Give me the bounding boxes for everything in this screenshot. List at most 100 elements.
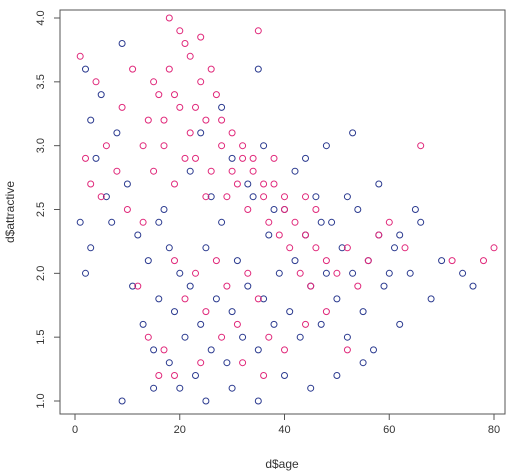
data-point xyxy=(171,91,178,99)
data-point xyxy=(281,372,288,379)
data-point xyxy=(87,180,95,188)
data-point xyxy=(87,116,95,124)
data-point xyxy=(102,193,110,201)
x-tick-label: 0 xyxy=(72,424,78,436)
y-tick-label: 2.5 xyxy=(35,202,47,217)
data-point xyxy=(176,103,184,111)
data-point xyxy=(275,269,283,277)
data-point xyxy=(102,142,110,150)
data-point xyxy=(165,359,173,367)
data-point xyxy=(155,295,163,303)
x-axis: 0 20 40 60 80 xyxy=(72,414,500,436)
data-point xyxy=(281,206,288,213)
data-point xyxy=(144,257,152,265)
data-point xyxy=(228,129,236,137)
data-point xyxy=(218,142,226,150)
data-point xyxy=(254,65,262,73)
data-point xyxy=(139,142,147,150)
data-point xyxy=(212,295,220,303)
data-point xyxy=(249,193,257,201)
data-point xyxy=(354,282,362,290)
data-point xyxy=(155,372,163,379)
data-point xyxy=(233,257,241,265)
data-point xyxy=(171,308,178,316)
data-point xyxy=(260,180,268,188)
data-point xyxy=(181,333,189,341)
data-point xyxy=(265,218,273,226)
data-point xyxy=(270,206,278,213)
data-point xyxy=(123,206,131,213)
data-point xyxy=(134,231,142,239)
data-point xyxy=(239,359,247,367)
data-point xyxy=(197,33,205,41)
x-axis-label: d$age xyxy=(265,457,299,471)
data-point xyxy=(129,65,137,73)
data-point xyxy=(349,269,357,277)
data-point xyxy=(244,180,252,188)
data-point xyxy=(186,129,194,137)
data-point xyxy=(150,78,158,86)
data-point xyxy=(385,218,393,226)
data-point xyxy=(291,257,299,265)
data-point xyxy=(260,295,268,303)
y-tick-label: 2.0 xyxy=(35,266,47,281)
data-point xyxy=(406,269,414,277)
data-point xyxy=(254,295,262,303)
data-point xyxy=(92,154,100,162)
data-point xyxy=(228,167,236,175)
data-point xyxy=(328,218,336,226)
data-point xyxy=(113,167,121,175)
data-point xyxy=(333,269,341,277)
data-point xyxy=(92,78,100,86)
data-point xyxy=(150,167,158,175)
data-point xyxy=(202,116,210,124)
data-point xyxy=(160,206,168,213)
data-point xyxy=(307,282,315,290)
data-point xyxy=(417,218,425,226)
data-point xyxy=(165,244,173,252)
data-point xyxy=(254,346,262,354)
data-point xyxy=(223,193,231,201)
data-point xyxy=(144,116,152,124)
data-point xyxy=(139,218,147,226)
data-point xyxy=(380,282,388,290)
data-point xyxy=(76,218,84,226)
data-point xyxy=(343,244,351,252)
data-point xyxy=(176,384,184,392)
data-point xyxy=(312,193,320,201)
data-point xyxy=(296,333,304,341)
data-point xyxy=(354,206,362,213)
data-point xyxy=(359,308,367,316)
data-point xyxy=(192,372,199,379)
data-point xyxy=(333,372,341,379)
data-point xyxy=(197,129,205,137)
data-point xyxy=(322,257,330,265)
data-point xyxy=(448,257,456,265)
data-point xyxy=(343,193,351,201)
y-axis: 1.0 1.5 2.0 2.5 3.0 3.5 4.0 xyxy=(35,10,60,409)
data-point xyxy=(427,295,435,303)
data-point xyxy=(202,193,210,201)
data-point xyxy=(417,142,425,150)
data-point xyxy=(275,231,283,239)
data-point xyxy=(411,206,419,213)
data-point xyxy=(207,346,215,354)
data-point xyxy=(296,269,304,277)
data-point xyxy=(160,116,168,124)
y-tick-label: 4.0 xyxy=(35,10,47,25)
data-point xyxy=(181,40,189,47)
data-point xyxy=(312,244,320,252)
y-axis-label: d$attractive xyxy=(3,181,17,243)
data-point xyxy=(385,269,393,277)
data-point xyxy=(192,154,199,162)
data-point xyxy=(291,218,299,226)
data-point xyxy=(396,231,404,239)
data-point xyxy=(87,244,95,252)
data-point xyxy=(129,282,137,290)
data-point xyxy=(202,244,210,252)
data-point xyxy=(239,154,247,162)
data-point xyxy=(375,180,383,188)
data-point xyxy=(207,193,215,201)
data-point xyxy=(155,91,163,99)
